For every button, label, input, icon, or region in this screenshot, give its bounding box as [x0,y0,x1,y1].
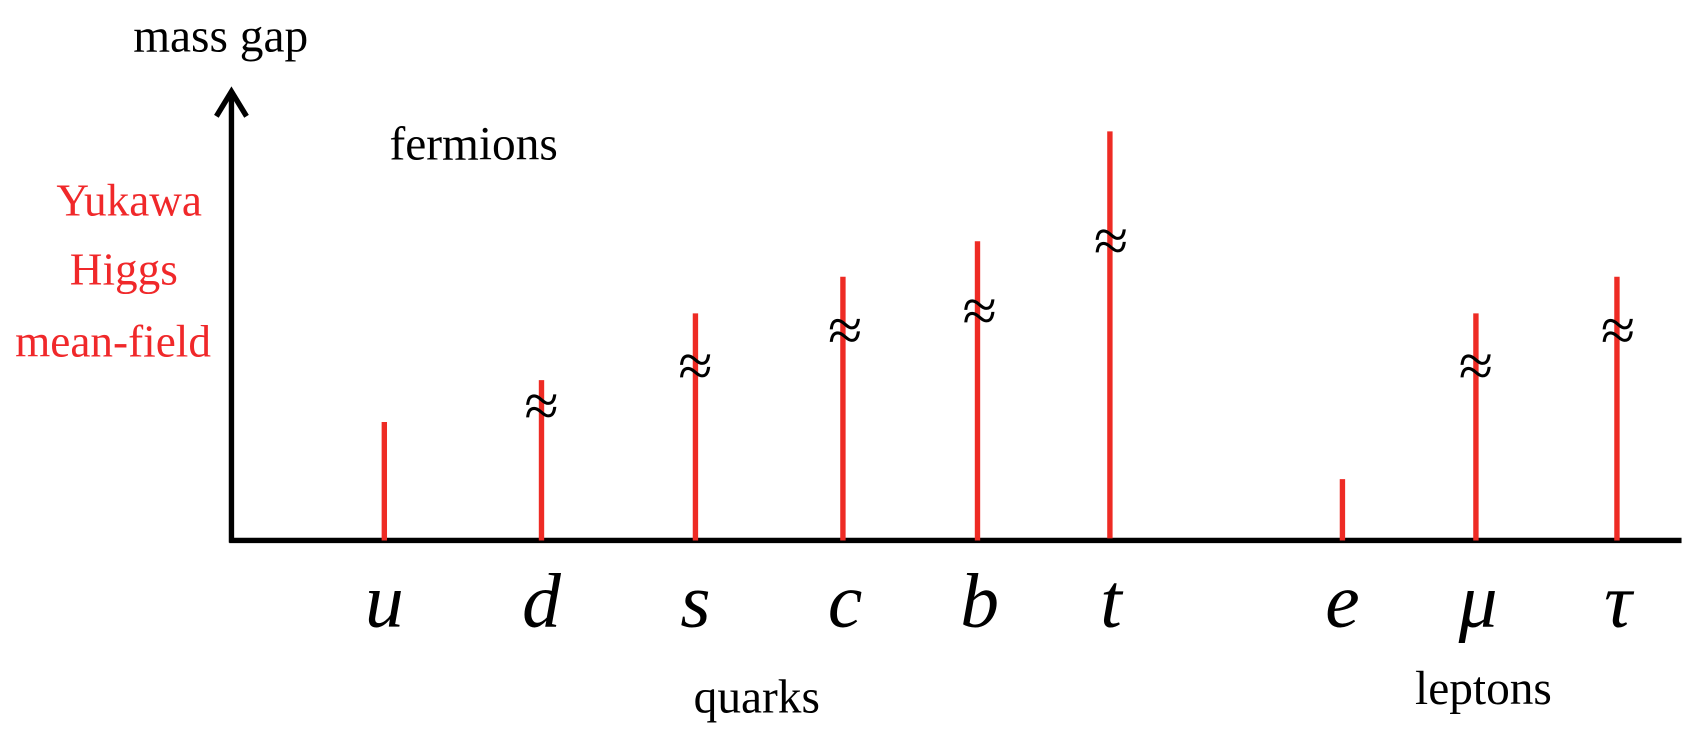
particle-label: μ [1458,558,1498,644]
particle-label: b [960,558,999,644]
gap-mark: ≈ [828,295,862,365]
particle-label: u [365,558,404,644]
particle-label: t [1100,558,1124,644]
gap-mark: ≈ [524,370,558,440]
particle-label: s [680,558,710,644]
mechanism-label: mean-field [15,316,211,366]
group-label: quarks [694,672,820,724]
axis-label: mass gap [133,11,308,63]
particle-label: τ [1604,558,1635,644]
axis-arrow [214,86,249,118]
mechanism-label: Higgs [70,244,178,294]
gap-mark: ≈ [1459,331,1493,401]
gap-mark: ≈ [678,331,712,401]
group-label: leptons [1415,663,1552,715]
particle-label: d [522,558,561,644]
gap-mark: ≈ [963,276,997,346]
particle-label: e [1325,558,1359,644]
gap-mark: ≈ [1094,206,1128,276]
mechanism-label: Yukawa [56,175,202,225]
title: fermions [389,118,557,170]
particle-label: c [828,558,862,644]
gap-mark: ≈ [1601,295,1635,365]
